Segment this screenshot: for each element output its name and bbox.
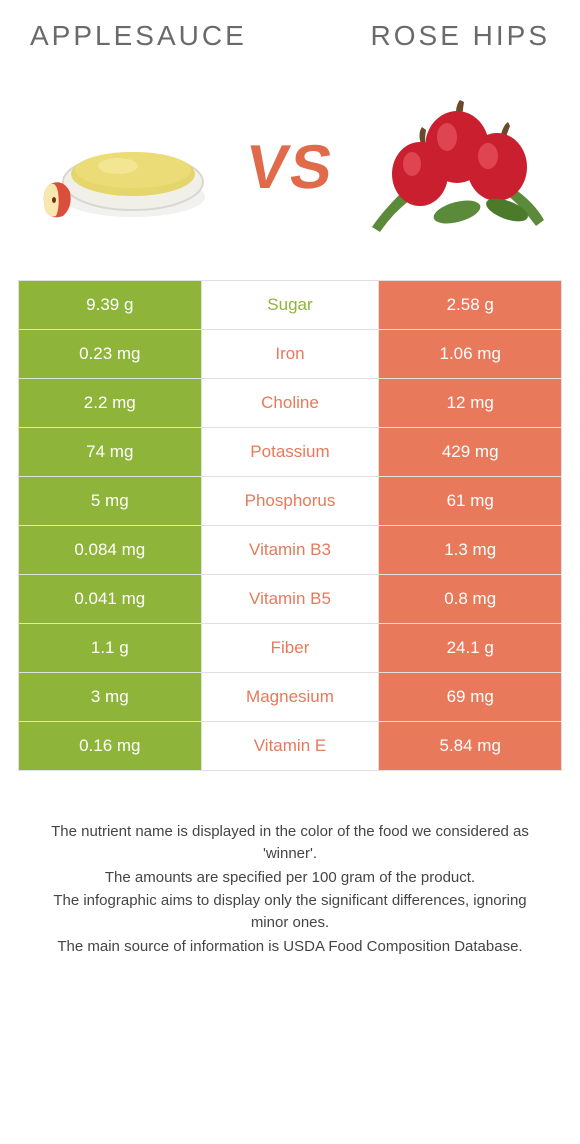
nutrient-label: Magnesium	[201, 673, 380, 721]
header: Applesauce Rose Hips	[18, 20, 562, 52]
right-value: 61 mg	[379, 477, 561, 525]
vs-label: VS	[242, 132, 339, 203]
table-row: 3 mgMagnesium69 mg	[19, 673, 561, 722]
nutrient-label: Fiber	[201, 624, 380, 672]
nutrient-label: Vitamin B3	[201, 526, 380, 574]
left-value: 1.1 g	[19, 624, 201, 672]
footer-line-2: The amounts are specified per 100 gram o…	[38, 867, 542, 889]
table-row: 9.39 gSugar2.58 g	[19, 281, 561, 330]
left-value: 0.16 mg	[19, 722, 201, 770]
footer-line-4: The main source of information is USDA F…	[38, 936, 542, 958]
nutrient-label: Phosphorus	[201, 477, 380, 525]
right-value: 0.8 mg	[379, 575, 561, 623]
left-value: 74 mg	[19, 428, 201, 476]
applesauce-image	[28, 92, 218, 242]
table-row: 1.1 gFiber24.1 g	[19, 624, 561, 673]
nutrient-label: Iron	[201, 330, 380, 378]
nutrient-label: Vitamin B5	[201, 575, 380, 623]
right-value: 12 mg	[379, 379, 561, 427]
left-value: 0.084 mg	[19, 526, 201, 574]
left-value: 9.39 g	[19, 281, 201, 329]
nutrient-label: Vitamin E	[201, 722, 380, 770]
left-value: 2.2 mg	[19, 379, 201, 427]
footer-line-3: The infographic aims to display only the…	[38, 890, 542, 934]
right-value: 1.3 mg	[379, 526, 561, 574]
rosehip-image	[362, 92, 552, 242]
right-value: 5.84 mg	[379, 722, 561, 770]
table-row: 2.2 mgCholine12 mg	[19, 379, 561, 428]
left-food-title: Applesauce	[30, 20, 247, 52]
table-row: 0.16 mgVitamin E5.84 mg	[19, 722, 561, 770]
table-row: 0.041 mgVitamin B50.8 mg	[19, 575, 561, 624]
table-row: 5 mgPhosphorus61 mg	[19, 477, 561, 526]
table-row: 0.084 mgVitamin B31.3 mg	[19, 526, 561, 575]
nutrient-table: 9.39 gSugar2.58 g0.23 mgIron1.06 mg2.2 m…	[18, 280, 562, 771]
table-row: 0.23 mgIron1.06 mg	[19, 330, 561, 379]
left-value: 5 mg	[19, 477, 201, 525]
right-value: 24.1 g	[379, 624, 561, 672]
footer-notes: The nutrient name is displayed in the co…	[18, 821, 562, 958]
right-value: 2.58 g	[379, 281, 561, 329]
nutrient-label: Sugar	[201, 281, 380, 329]
right-food-title: Rose Hips	[371, 20, 550, 52]
images-row: VS	[18, 92, 562, 242]
nutrient-label: Potassium	[201, 428, 380, 476]
right-value: 69 mg	[379, 673, 561, 721]
left-value: 0.23 mg	[19, 330, 201, 378]
right-value: 1.06 mg	[379, 330, 561, 378]
nutrient-label: Choline	[201, 379, 380, 427]
left-value: 0.041 mg	[19, 575, 201, 623]
right-value: 429 mg	[379, 428, 561, 476]
table-row: 74 mgPotassium429 mg	[19, 428, 561, 477]
left-value: 3 mg	[19, 673, 201, 721]
footer-line-1: The nutrient name is displayed in the co…	[38, 821, 542, 865]
